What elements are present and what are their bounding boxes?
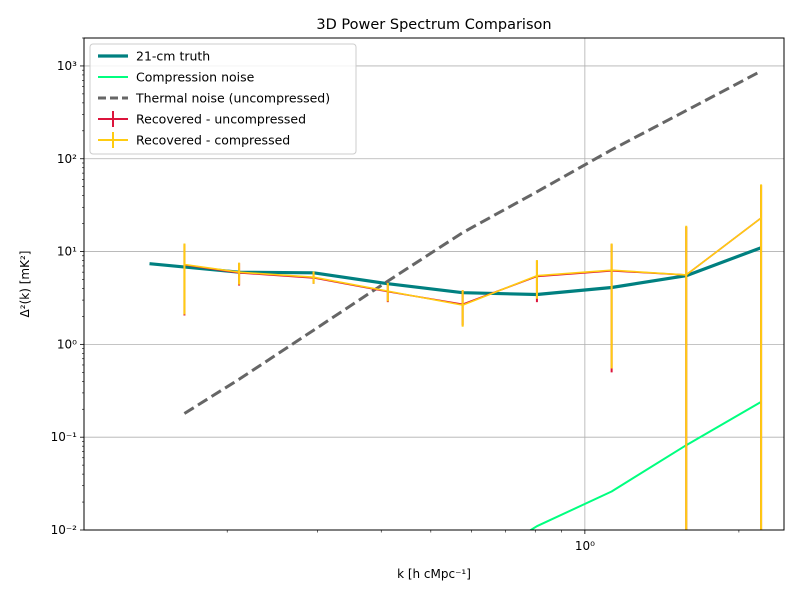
- legend-label: Recovered - compressed: [136, 133, 290, 148]
- y-tick-label: 10¹: [57, 245, 77, 259]
- legend-label: Compression noise: [136, 70, 255, 85]
- legend-label: Thermal noise (uncompressed): [135, 91, 330, 106]
- series-line: [149, 246, 762, 297]
- y-tick-label: 10³: [57, 59, 77, 73]
- legend: 21-cm truth Compression noise Thermal nois…: [89, 43, 357, 155]
- chart-title: 3D Power Spectrum Comparison: [316, 17, 551, 33]
- plot-layer: [149, 69, 763, 530]
- y-tick-label: 10⁻¹: [51, 430, 78, 444]
- tick-layer: 10⁻² 10⁻¹ 10⁰ 10¹ 10² 10³ 10⁰: [51, 37, 740, 553]
- y-axis-label: Δ²(k) [mK²]: [18, 251, 32, 318]
- x-tick-label: 10⁰: [575, 539, 595, 553]
- y-tick-label: 10²: [57, 152, 77, 166]
- series-line: [184, 217, 762, 306]
- x-axis-label: k [h cMpc⁻¹]: [397, 567, 471, 581]
- legend-label: Recovered - uncompressed: [136, 112, 306, 127]
- legend-label: 21-cm truth: [136, 49, 210, 64]
- y-tick-label: 10⁰: [57, 337, 77, 351]
- y-tick-label: 10⁻²: [51, 523, 78, 537]
- plot-frame: [83, 37, 785, 531]
- series-line: [528, 401, 762, 530]
- legend-box: [89, 43, 357, 155]
